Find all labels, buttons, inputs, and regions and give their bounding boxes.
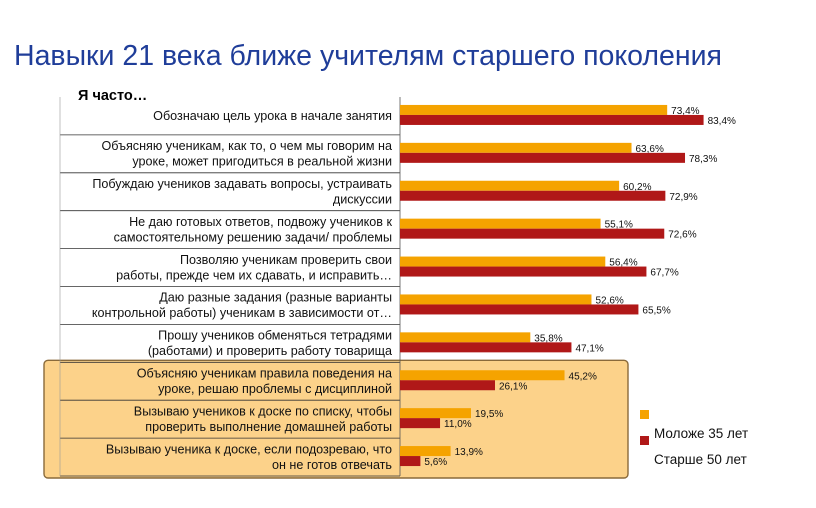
category-label: Прошу учеников обменяться тетрадями [158,329,392,343]
category-label: Позволяю ученикам проверить свои [180,253,392,267]
bar-older-50 [400,152,686,163]
category-label: самостоятельному решению задачи/ проблем… [114,230,392,244]
data-label-older-50: 72,6% [668,230,696,241]
legend-label-older-50: Старше 50 лет [654,452,747,467]
category-label: Вызываю учеников к доске по списку, чтоб… [134,404,392,418]
data-label-older-50: 67,7% [650,268,678,279]
bar-older-50 [400,304,639,315]
bar-younger-35 [400,294,592,305]
category-label: Обозначаю цель урока в начале занятия [153,109,392,123]
category-label: (работами) и проверить работу товарища [148,344,392,358]
data-label-older-50: 11,0% [444,419,472,430]
category-label: дискуссии [333,193,392,207]
bar-younger-35 [400,446,451,457]
category-label: работы, прежде чем их сдавать, и исправи… [116,268,392,282]
data-label-older-50: 47,1% [575,343,603,354]
legend-marker-younger-35 [640,410,649,419]
category-label: Вызываю ученика к доске, если подозреваю… [106,442,392,456]
legend-marker-older-50 [640,436,649,445]
category-label: Даю разные задания (разные варианты [159,291,392,305]
category-label: Объясняю ученикам, как то, о чем мы гово… [102,139,393,153]
chart-prefix-label: Я часто… [78,88,148,104]
data-label-younger-35: 63,6% [636,144,664,155]
bar-older-50 [400,418,441,429]
category-label: проверить выполнение домашней работы [145,420,392,434]
bar-older-50 [400,342,572,353]
data-label-older-50: 65,5% [642,305,670,316]
category-label: Объясняю ученикам правила поведения на [137,367,392,381]
bar-older-50 [400,190,666,201]
category-label: уроке, решаю проблемы с дисциплиной [158,382,392,396]
category-label: Побуждаю учеников задавать вопросы, устр… [92,177,392,191]
bar-older-50 [400,380,496,391]
data-label-younger-35: 55,1% [605,220,633,231]
data-label-older-50: 78,3% [689,154,717,165]
bar-younger-35 [400,218,601,229]
bar-younger-35 [400,142,632,153]
category-label: уроке, может пригодиться в реальной жизн… [132,155,392,169]
bar-younger-35 [400,370,565,381]
legend-label-younger-35: Моложе 35 лет [654,426,748,441]
bar-younger-35 [400,104,668,115]
bar-younger-35 [400,256,606,267]
bar-younger-35 [400,332,531,343]
data-label-younger-35: 13,9% [455,447,483,458]
bar-younger-35 [400,180,620,191]
data-label-younger-35: 45,2% [569,371,597,382]
bar-older-50 [400,266,647,277]
data-label-older-50: 26,1% [499,381,527,392]
data-label-younger-35: 19,5% [475,409,503,420]
bar-older-50 [400,114,704,125]
data-label-older-50: 5,6% [424,457,447,468]
data-label-younger-35: 73,4% [671,106,699,117]
category-label: он не готов отвечать [272,458,392,472]
bar-older-50 [400,228,665,239]
data-label-younger-35: 35,8% [534,333,562,344]
chart-title: Навыки 21 века ближе учителям старшего п… [14,40,722,72]
category-label: контрольной работы) ученикам в зависимос… [92,306,392,320]
data-label-younger-35: 56,4% [609,258,637,269]
data-label-older-50: 72,9% [669,192,697,203]
bar-younger-35 [400,408,471,419]
bar-older-50 [400,456,421,467]
category-label: Не даю готовых ответов, подвожу учеников… [129,215,392,229]
data-label-younger-35: 52,6% [595,295,623,306]
data-label-younger-35: 60,2% [623,182,651,193]
data-label-older-50: 83,4% [708,116,736,127]
